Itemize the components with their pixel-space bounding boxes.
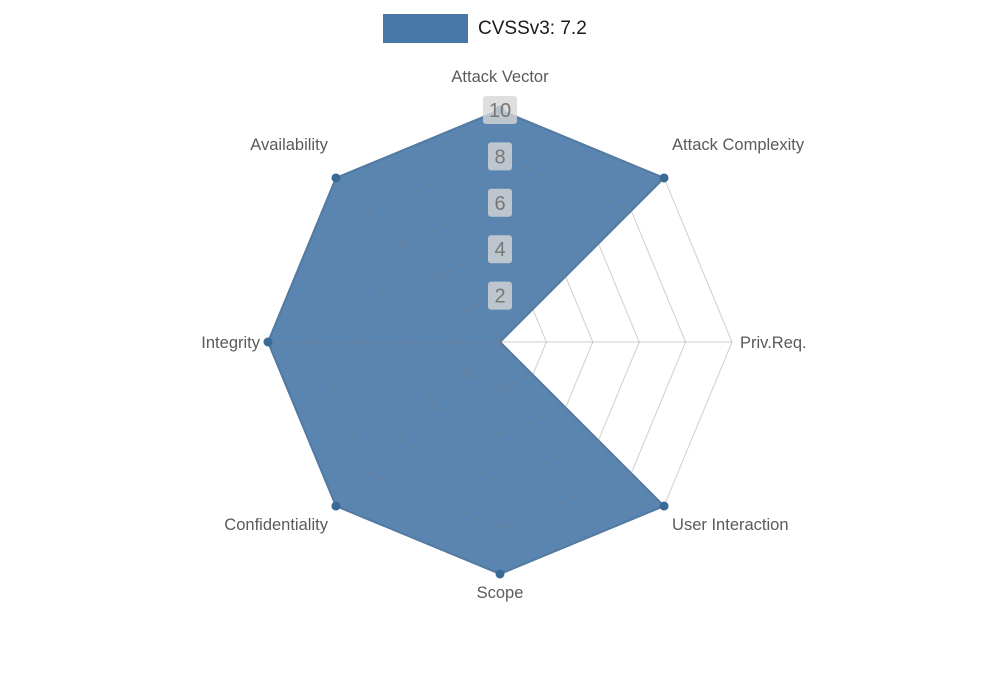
radial-tick-bg [483,96,517,124]
radar-grid-ring [406,248,594,436]
axis-label-attack-complexity: Attack Complexity [672,136,805,154]
axis-label-integrity: Integrity [201,334,260,352]
radial-tick-bg [488,142,512,171]
radial-tick-label: 6 [494,193,505,215]
axis-label-scope: Scope [477,584,524,602]
radar-grid-ring [360,202,640,482]
radar-vertex-marker [263,337,273,347]
legend-swatch [383,14,468,43]
radial-tick-bg [488,188,512,217]
axis-label-priv-req-: Priv.Req. [740,334,807,352]
radial-tick-label: 10 [489,100,511,122]
radar-vertex-marker [659,501,669,511]
radar-vertex-marker [331,501,341,511]
radial-tick-label: 4 [494,239,505,261]
radar-axis-spoke [335,341,501,507]
radar-vertex-marker [495,569,505,579]
radial-tick-label: 2 [494,286,505,308]
axis-label-confidentiality: Confidentiality [224,516,328,534]
radar-vertex-marker [331,173,341,183]
legend: CVSSv3: 7.2 [383,14,587,43]
legend-label: CVSSv3: 7.2 [478,18,587,39]
radar-grid-ring [313,155,687,529]
radar-axis-spoke [499,341,665,507]
radar-axis-spoke [335,177,501,343]
radial-tick-bg [488,235,512,264]
radar-axis-spoke [499,177,665,343]
radar-grid-ring [453,295,547,389]
axis-label-attack-vector: Attack Vector [451,68,549,86]
radar-vertex-marker [659,173,669,183]
axis-label-availability: Availability [250,136,328,154]
axis-label-user-interaction: User Interaction [672,516,788,534]
radial-tick-label: 8 [494,146,505,168]
radial-tick-bg [488,281,512,310]
